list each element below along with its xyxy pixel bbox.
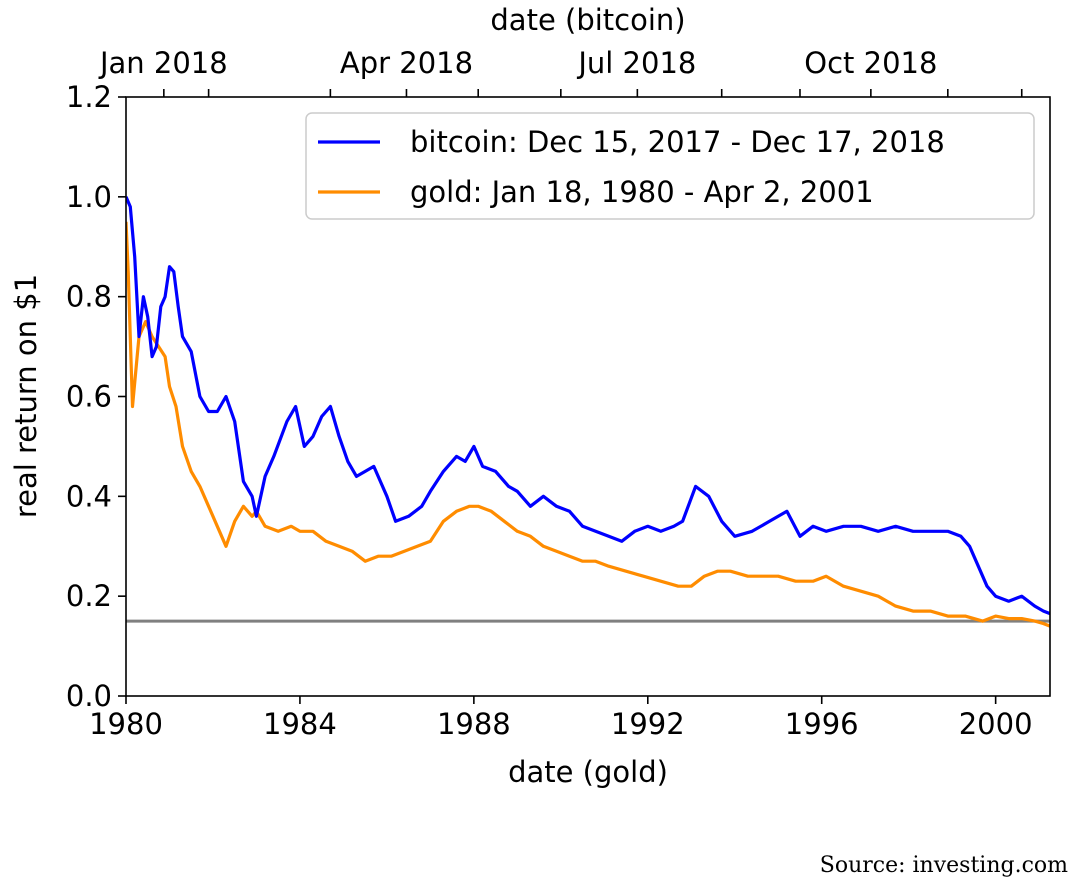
y-tick-label: 1.2 [66, 80, 112, 114]
x-tick-label: 1996 [785, 707, 859, 741]
y-axis: 0.0 0.2 0.4 0.6 0.8 1.0 1.2 [66, 80, 126, 713]
x2-tick-label: Apr 2018 [340, 46, 473, 80]
y-axis-title: real return on $1 [9, 274, 43, 518]
x-tick-label: 1980 [89, 707, 163, 741]
legend-box [305, 112, 1035, 220]
x2-tick-label: Oct 2018 [804, 46, 937, 80]
legend: bitcoin: Dec 15, 2017 - Dec 17, 2018 gol… [305, 112, 1035, 220]
x2-axis-title: date (bitcoin) [490, 3, 685, 37]
x-axis-title: date (gold) [508, 755, 668, 789]
x2-tick-label: Jul 2018 [576, 46, 696, 80]
legend-label-gold: gold: Jan 18, 1980 - Apr 2, 2001 [410, 175, 874, 209]
series-layer [126, 196, 1050, 628]
y-tick-label: 0.2 [66, 579, 112, 613]
series-line-bitcoin [126, 196, 1050, 616]
y-tick-label: 1.0 [66, 180, 112, 214]
y-tick-label: 0.6 [66, 380, 112, 414]
x-tick-label: 1988 [437, 707, 511, 741]
x-tick-label: 1984 [263, 707, 337, 741]
x-tick-label: 2000 [959, 707, 1033, 741]
legend-label-bitcoin: bitcoin: Dec 15, 2017 - Dec 17, 2018 [410, 125, 945, 159]
y-tick-label: 0.0 [66, 679, 112, 713]
x-axis-top: Jan 2018 Apr 2018 Jul 2018 Oct 2018 [98, 46, 1023, 97]
series-line-gold [126, 221, 1050, 628]
source-note: Source: investing.com [820, 853, 1068, 878]
x-axis-bottom: 1980 1984 1988 1992 1996 2000 [89, 696, 1033, 741]
x-tick-label: 1992 [611, 707, 685, 741]
y-tick-label: 0.8 [66, 280, 112, 314]
x2-tick-label: Jan 2018 [98, 46, 228, 80]
y-tick-label: 0.4 [66, 479, 112, 513]
